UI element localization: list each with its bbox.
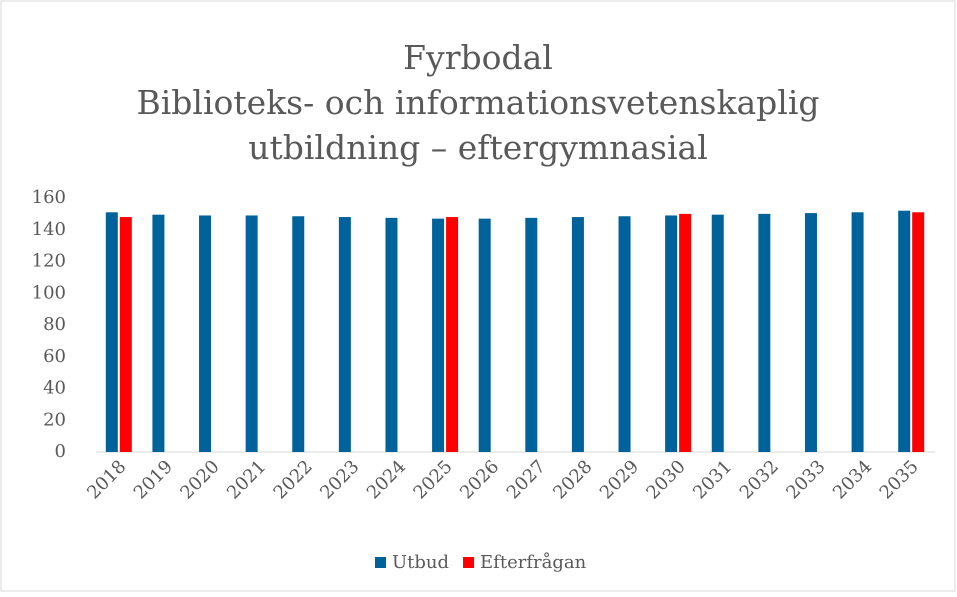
bar	[711, 214, 724, 452]
bar	[199, 215, 212, 452]
bar	[758, 213, 771, 452]
y-tick-label: 80	[43, 314, 66, 335]
bar	[898, 210, 911, 452]
y-tick-label: 160	[32, 187, 66, 208]
chart-title: Biblioteks- och informationsvetenskaplig	[136, 83, 819, 122]
bar	[292, 216, 305, 452]
legend-label: Efterfrågan	[480, 551, 587, 573]
bar	[152, 214, 165, 452]
bar	[119, 217, 132, 452]
bar	[679, 213, 692, 452]
bar	[525, 217, 538, 452]
bar	[804, 213, 817, 452]
bar	[571, 217, 584, 452]
y-tick-label: 60	[43, 346, 66, 367]
y-tick-label: 0	[55, 441, 66, 462]
bar	[851, 212, 864, 452]
legend-swatch	[463, 557, 475, 568]
bar	[478, 218, 491, 452]
legend-swatch	[375, 557, 386, 568]
bar	[385, 217, 398, 452]
bar	[432, 218, 445, 452]
bar	[665, 215, 678, 452]
bar	[446, 217, 459, 452]
y-tick-label: 100	[32, 282, 66, 303]
y-tick-label: 20	[43, 409, 66, 430]
bar	[912, 212, 925, 452]
y-tick-label: 140	[32, 219, 66, 240]
y-tick-label: 120	[32, 251, 66, 272]
bar	[338, 217, 351, 452]
chart-title: Fyrbodal	[403, 38, 553, 77]
bar	[245, 215, 258, 452]
bar	[105, 212, 118, 452]
legend-label: Utbud	[392, 552, 449, 573]
chart-title: utbildning – eftergymnasial	[248, 128, 708, 167]
bar	[618, 216, 631, 452]
y-tick-label: 40	[43, 378, 66, 399]
